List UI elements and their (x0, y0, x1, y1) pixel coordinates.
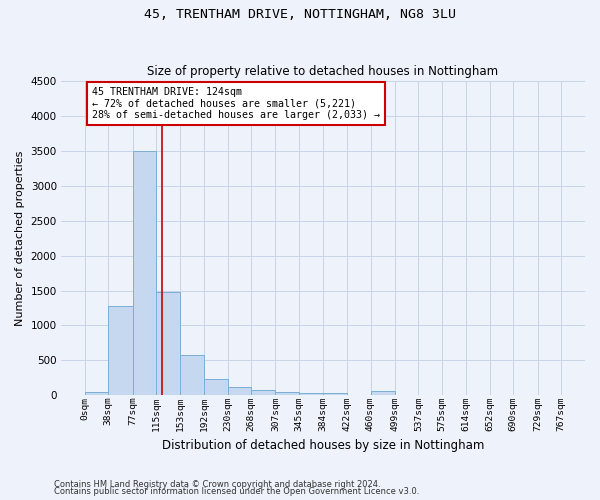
Text: 45 TRENTHAM DRIVE: 124sqm
← 72% of detached houses are smaller (5,221)
28% of se: 45 TRENTHAM DRIVE: 124sqm ← 72% of detac… (92, 86, 380, 120)
Bar (299, 393, 323, 396)
X-axis label: Distribution of detached houses by size in Nottingham: Distribution of detached houses by size … (162, 440, 484, 452)
Bar (275, 392, 299, 396)
Bar (85, 392, 109, 396)
Bar (204, 378, 227, 396)
Y-axis label: Number of detached properties: Number of detached properties (15, 150, 25, 326)
Bar (133, 151, 156, 396)
Bar (323, 393, 347, 396)
Bar (109, 306, 133, 396)
Bar (371, 392, 395, 396)
Bar (180, 355, 204, 396)
Bar (251, 390, 275, 396)
Title: Size of property relative to detached houses in Nottingham: Size of property relative to detached ho… (148, 66, 499, 78)
Text: Contains HM Land Registry data © Crown copyright and database right 2024.: Contains HM Land Registry data © Crown c… (54, 480, 380, 489)
Bar (156, 292, 180, 396)
Text: 45, TRENTHAM DRIVE, NOTTINGHAM, NG8 3LU: 45, TRENTHAM DRIVE, NOTTINGHAM, NG8 3LU (144, 8, 456, 20)
Bar (227, 387, 251, 396)
Text: Contains public sector information licensed under the Open Government Licence v3: Contains public sector information licen… (54, 487, 419, 496)
